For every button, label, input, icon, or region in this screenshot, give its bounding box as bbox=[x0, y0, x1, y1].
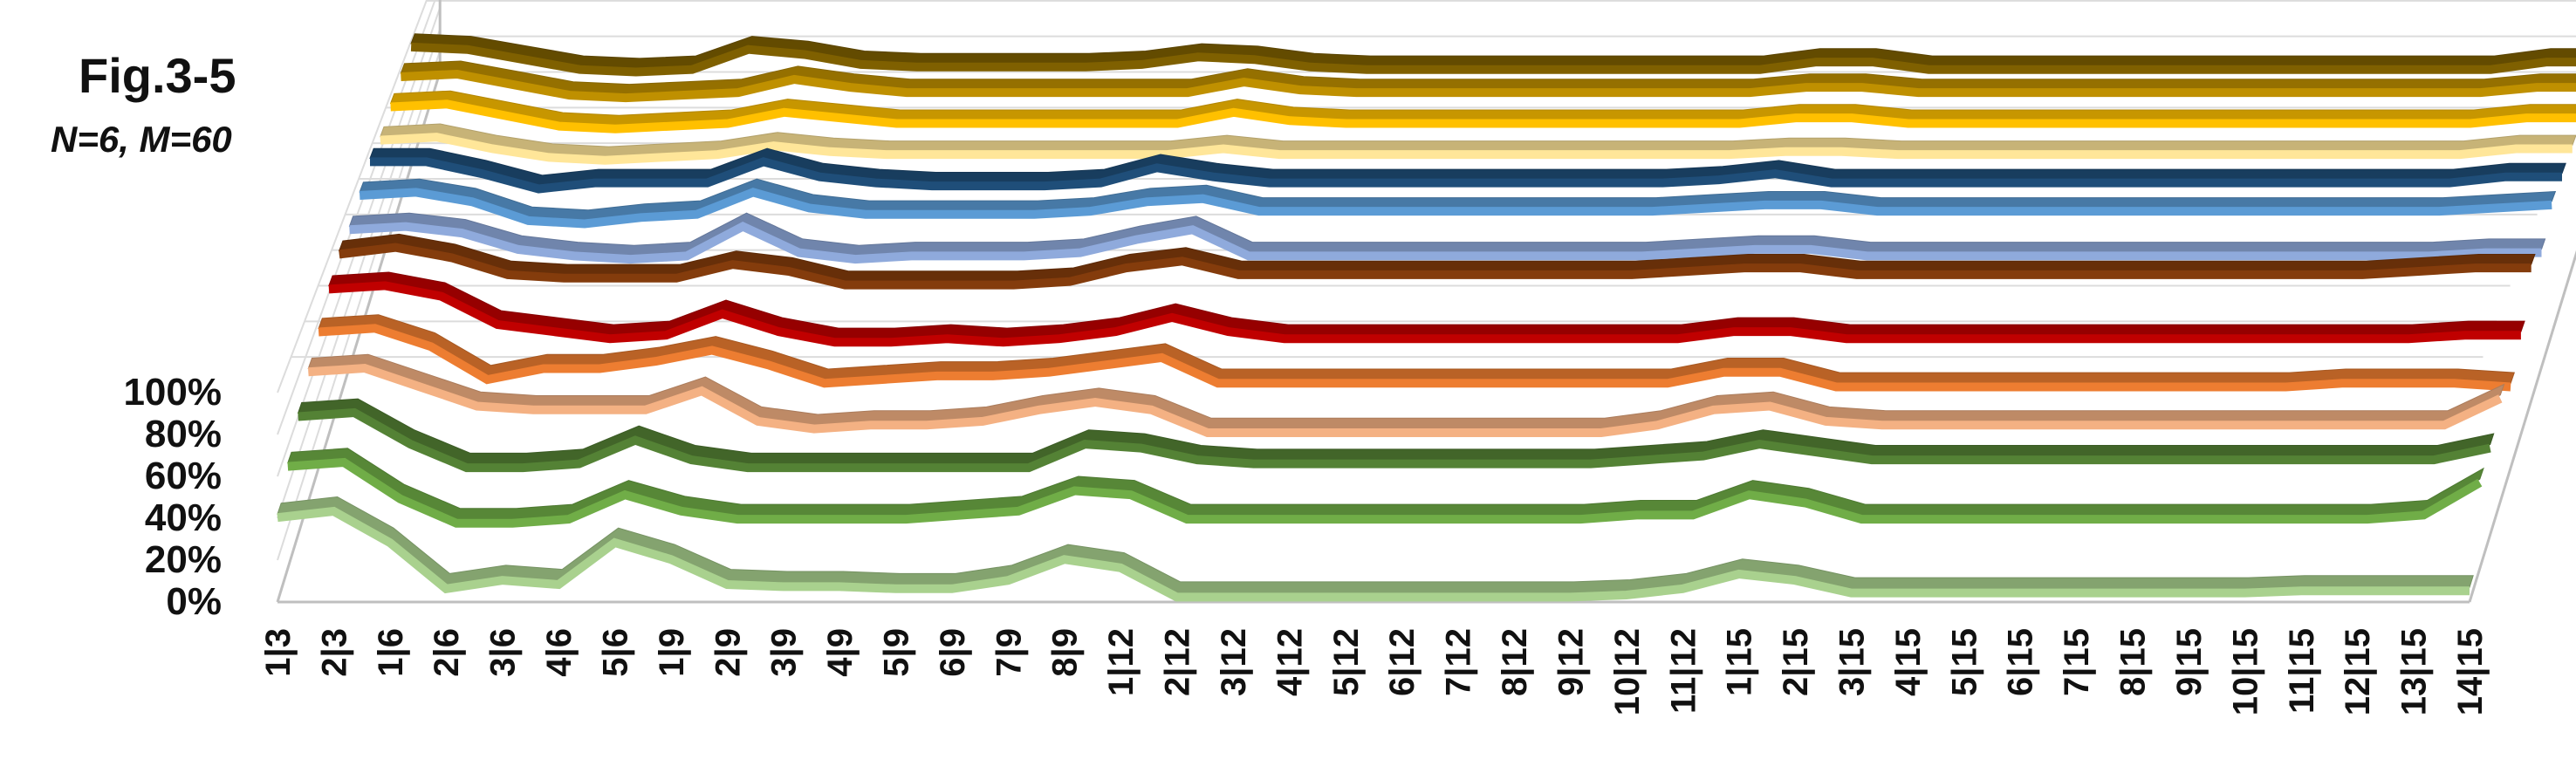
series-line-1 bbox=[277, 506, 2470, 602]
series-ribbon-2 bbox=[287, 448, 2484, 528]
x-tick-label: 5|15 bbox=[1945, 628, 1983, 696]
series-line-9 bbox=[359, 188, 2552, 229]
x-tick-label: 4|15 bbox=[1889, 628, 1928, 696]
series-ribbon-8 bbox=[348, 212, 2546, 264]
x-tick-label: 10|15 bbox=[2226, 628, 2264, 715]
x-tick-label: 12|15 bbox=[2339, 628, 2377, 715]
series-ribbon-10 bbox=[369, 147, 2566, 194]
series-line-2 bbox=[287, 457, 2483, 528]
series-ribbon-11 bbox=[380, 123, 2576, 165]
x-tick-label: 13|15 bbox=[2395, 628, 2434, 715]
x-tick-label: 5|9 bbox=[878, 628, 916, 677]
x-tick-label: 2|12 bbox=[1159, 628, 1197, 696]
x-tick-label: 3|9 bbox=[765, 628, 804, 677]
series-ribbon-12 bbox=[389, 90, 2576, 133]
floor-right-edge bbox=[2468, 250, 2576, 603]
y-tick-label: 40% bbox=[145, 496, 222, 539]
figure-subtitle: N=6, M=60 bbox=[51, 119, 232, 160]
series-ribbon-7 bbox=[338, 233, 2536, 290]
x-tick-label: 6|12 bbox=[1383, 628, 1422, 696]
x-tick-label: 2|6 bbox=[428, 628, 466, 677]
x-tick-label: 9|15 bbox=[2170, 628, 2209, 696]
series-ribbon-3 bbox=[297, 398, 2495, 473]
x-tick-label: 8|15 bbox=[2114, 628, 2153, 696]
x-tick-label: 14|15 bbox=[2451, 628, 2490, 715]
series-line-4 bbox=[307, 363, 2503, 437]
x-tick-label: 5|6 bbox=[596, 628, 634, 677]
x-tick-label: 9|12 bbox=[1552, 628, 1590, 696]
x-tick-label: 5|12 bbox=[1327, 628, 1366, 696]
x-tick-label: 2|15 bbox=[1777, 628, 1815, 696]
series-line-12 bbox=[390, 99, 2576, 133]
series-ribbon-13 bbox=[400, 60, 2576, 103]
series-line-14 bbox=[410, 42, 2576, 77]
x-tick-label: 1|12 bbox=[1102, 628, 1141, 696]
x-tick-label: 10|12 bbox=[1608, 628, 1647, 715]
x-tick-label: 11|12 bbox=[1664, 628, 1702, 714]
series-ribbon-9 bbox=[359, 178, 2557, 229]
series-ribbon-1 bbox=[277, 496, 2474, 602]
x-tick-label: 7|12 bbox=[1440, 628, 1478, 696]
x-tick-label: 7|15 bbox=[2058, 628, 2096, 696]
x-tick-label: 7|9 bbox=[990, 628, 1028, 677]
x-tick-label: 3|12 bbox=[1215, 628, 1253, 696]
x-tick-label: 6|15 bbox=[2002, 628, 2040, 696]
series-ribbon-14 bbox=[410, 33, 2576, 77]
x-tick-label: 8|12 bbox=[1496, 628, 1534, 696]
x-tick-label: 1|15 bbox=[1721, 628, 1759, 696]
x-tick-label: 4|12 bbox=[1271, 628, 1309, 696]
series-ribbon-6 bbox=[328, 271, 2525, 347]
y-tick-label: 60% bbox=[145, 455, 222, 497]
series-ribbon-4 bbox=[307, 353, 2505, 437]
x-tick-label: 2|3 bbox=[315, 628, 353, 677]
side-gridline bbox=[277, 0, 436, 435]
series-line-11 bbox=[380, 133, 2573, 165]
x-axis-ticks: 1|3 2|3 1|6 2|6 3|6 4|6 5|6 1|9 2|9 3|9 4|9 5|9 6|9 7… bbox=[259, 628, 2490, 715]
series-line-10 bbox=[370, 157, 2562, 194]
series-line-7 bbox=[339, 243, 2531, 290]
series-ribbons bbox=[277, 33, 2576, 602]
y-tick-label: 100% bbox=[123, 371, 222, 414]
x-tick-label: 4|9 bbox=[821, 628, 860, 677]
y-tick-label: 80% bbox=[145, 413, 222, 455]
x-tick-label: 1|9 bbox=[653, 628, 691, 677]
x-tick-label: 3|6 bbox=[484, 628, 523, 677]
x-tick-label: 4|6 bbox=[540, 628, 579, 677]
figure-title: Fig.3-5 bbox=[79, 48, 236, 103]
y-axis-ticks: 0%20%40%60%80%100% bbox=[123, 371, 222, 623]
series-line-3 bbox=[298, 407, 2491, 473]
series-ribbon-5 bbox=[318, 314, 2515, 392]
y-tick-label: 0% bbox=[166, 580, 222, 623]
x-tick-label: 3|15 bbox=[1833, 628, 1871, 696]
x-tick-label: 8|9 bbox=[1046, 628, 1085, 677]
x-tick-label: 6|9 bbox=[934, 628, 972, 677]
series-line-5 bbox=[318, 324, 2511, 392]
x-tick-label: 1|6 bbox=[372, 628, 410, 677]
series-line-8 bbox=[349, 222, 2542, 264]
series-line-6 bbox=[328, 281, 2521, 347]
x-tick-label: 1|3 bbox=[259, 628, 298, 677]
y-tick-label: 20% bbox=[145, 538, 222, 581]
x-tick-label: 2|9 bbox=[709, 628, 747, 677]
x-tick-label: 11|15 bbox=[2283, 628, 2321, 714]
series-line-13 bbox=[401, 69, 2576, 103]
